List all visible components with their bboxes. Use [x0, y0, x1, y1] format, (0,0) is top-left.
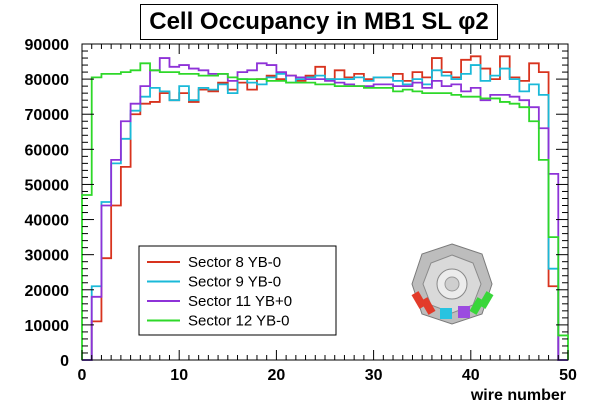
series-layer — [81, 55, 569, 361]
y-tick-label: 50000 — [25, 177, 70, 194]
y-tick-label: 60000 — [25, 142, 70, 159]
series-line-3 — [82, 57, 568, 361]
y-tick-label: 30000 — [25, 248, 70, 265]
series-line-2 — [82, 64, 568, 361]
y-tick-label: 80000 — [25, 72, 70, 89]
y-tick-label: 10000 — [25, 318, 70, 335]
x-tick-label: 50 — [559, 367, 577, 384]
detector-inner-core — [444, 276, 460, 292]
series-line-1 — [82, 55, 568, 361]
detector-logo — [411, 243, 494, 325]
legend-label-4: Sector 12 YB-0 — [188, 313, 289, 330]
y-axis: 0 10000 20000 30000 40000 50000 60000 70000 8000… — [25, 37, 568, 370]
y-tick-label: 70000 — [25, 107, 70, 124]
legend-label-1: Sector 8 YB-0 — [188, 254, 281, 271]
y-tick-label: 90000 — [25, 37, 70, 54]
legend-label-2: Sector 9 YB-0 — [188, 274, 281, 291]
detector-chamber-purple — [458, 306, 470, 318]
x-tick-label: 10 — [170, 367, 188, 384]
x-tick-label: 20 — [268, 367, 286, 384]
x-tick-label: 40 — [462, 367, 480, 384]
y-tick-label: 20000 — [25, 283, 70, 300]
legend-label-3: Sector 11 YB+0 — [188, 293, 292, 310]
detector-chamber-cyan — [440, 308, 452, 319]
detector-chamber-red-2 — [420, 297, 436, 315]
y-tick-label: 40000 — [25, 213, 70, 230]
x-tick-label: 0 — [78, 367, 87, 384]
x-axis-title: wire number — [470, 387, 566, 404]
series-line-4 — [81, 62, 569, 360]
y-tick-label: 0 — [60, 353, 69, 370]
x-axis: 0 10 20 30 40 50 — [78, 44, 577, 384]
legend: Sector 8 YB-0 Sector 9 YB-0 Sector 11 YB+0… — [138, 245, 337, 336]
detector-chamber-green-2 — [478, 291, 494, 309]
chart-title: Cell Occupancy in MB1 SL φ2 — [140, 4, 498, 40]
x-tick-label: 30 — [365, 367, 383, 384]
